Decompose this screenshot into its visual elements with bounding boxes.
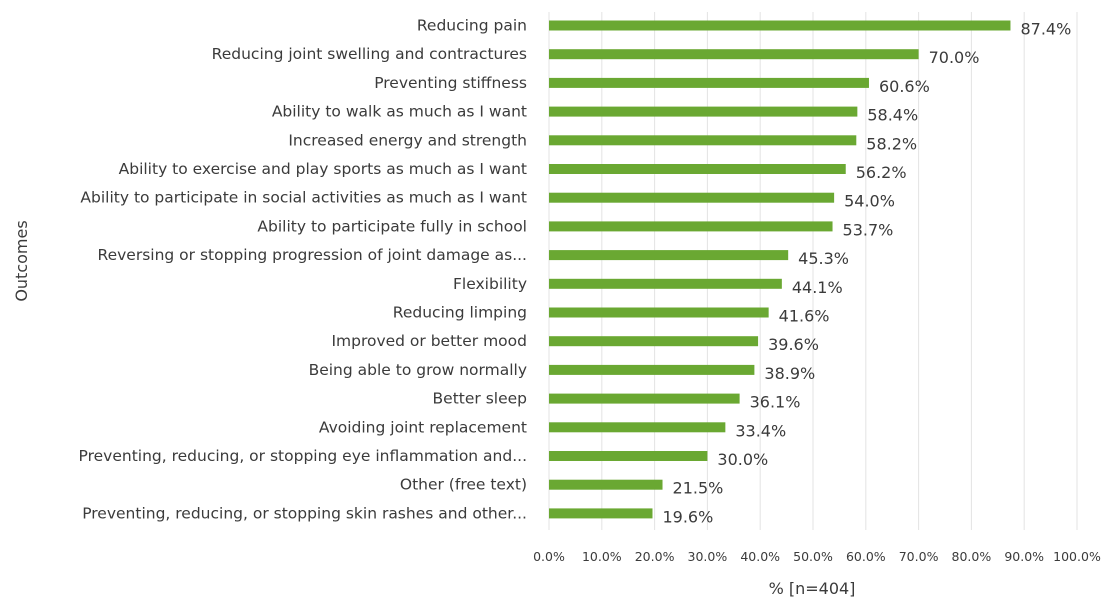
category-label: Other (free text) (400, 476, 527, 494)
bar (549, 479, 663, 490)
value-label: 60.6% (879, 77, 930, 96)
x-tick-label: 70.0% (899, 549, 939, 564)
value-label: 54.0% (844, 192, 895, 211)
category-label: Ability to exercise and play sports as m… (119, 160, 527, 178)
x-tick-label: 90.0% (1004, 549, 1044, 564)
category-label: Reducing limping (393, 304, 527, 322)
bar (549, 164, 846, 174)
value-label: 36.1% (750, 393, 801, 412)
category-label: Preventing, reducing, or stopping eye in… (79, 447, 527, 465)
category-label: Improved or better mood (331, 332, 527, 350)
bar (549, 250, 789, 261)
bar (549, 106, 858, 117)
bar (549, 422, 726, 433)
bar (549, 508, 653, 519)
gridlines (548, 12, 1078, 530)
category-label: Reducing joint swelling and contractures (212, 45, 527, 63)
bar (549, 20, 1011, 31)
bars (549, 20, 1011, 519)
category-label: Ability to participate fully in school (257, 217, 527, 235)
x-tick-label: 100.0% (1053, 549, 1101, 564)
value-label: 56.2% (856, 163, 907, 182)
value-label: 58.4% (867, 106, 918, 125)
x-tick-label: 40.0% (740, 549, 780, 564)
value-label: 30.0% (717, 450, 768, 469)
category-label: Increased energy and strength (288, 131, 527, 149)
bar (549, 77, 869, 88)
y-axis-title: Outcomes (12, 220, 31, 301)
bar (549, 135, 857, 146)
category-label: Avoiding joint replacement (319, 418, 527, 436)
category-label: Reversing or stopping progression of joi… (98, 246, 528, 264)
value-label: 70.0% (929, 48, 980, 67)
category-label: Flexibility (453, 275, 527, 293)
x-tick-label: 80.0% (952, 549, 992, 564)
x-tick-label: 30.0% (688, 549, 728, 564)
x-tick-label: 0.0% (533, 549, 565, 564)
x-tick-label: 20.0% (635, 549, 675, 564)
x-axis-title: % [n=404] (769, 579, 856, 598)
bar (549, 451, 708, 461)
x-tick-label: 50.0% (793, 549, 833, 564)
category-label: Ability to walk as much as I want (272, 103, 527, 121)
value-label: 41.6% (779, 307, 830, 326)
category-label: Better sleep (433, 390, 527, 408)
value-labels: 87.4% 70.0% 60.6% 58.4% 58.2% 56.2% 54.0% 53.7%… (662, 20, 1071, 527)
category-label: Ability to participate in social activit… (80, 189, 527, 207)
category-label: Reducing pain (417, 17, 527, 35)
value-label: 33.4% (735, 421, 786, 440)
x-tick-labels: 0.0% 10.0% 20.0% 30.0% 40.0% 50.0% 60.0% 70.0% 8… (533, 549, 1101, 564)
value-label: 44.1% (792, 278, 843, 297)
category-label: Being able to grow normally (309, 361, 527, 379)
bar (549, 393, 740, 404)
category-label: Preventing stiffness (374, 74, 527, 92)
value-label: 45.3% (798, 249, 849, 268)
value-label: 87.4% (1020, 20, 1071, 39)
value-label: 19.6% (662, 507, 713, 526)
value-label: 38.9% (764, 364, 815, 383)
x-tick-label: 60.0% (846, 549, 886, 564)
bar (549, 49, 919, 60)
value-label: 21.5% (673, 479, 724, 498)
category-labels: Reducing pain Reducing joint swelling and… (79, 17, 527, 523)
bar (549, 336, 759, 347)
bar (549, 278, 782, 289)
bar (549, 364, 755, 375)
category-label: Preventing, reducing, or stopping skin r… (82, 504, 527, 522)
value-label: 39.6% (768, 335, 819, 354)
value-label: 58.2% (866, 134, 917, 153)
x-tick-label: 10.0% (582, 549, 622, 564)
bar (549, 307, 769, 318)
value-label: 53.7% (843, 220, 894, 239)
bar (549, 192, 835, 203)
bar (549, 221, 833, 232)
